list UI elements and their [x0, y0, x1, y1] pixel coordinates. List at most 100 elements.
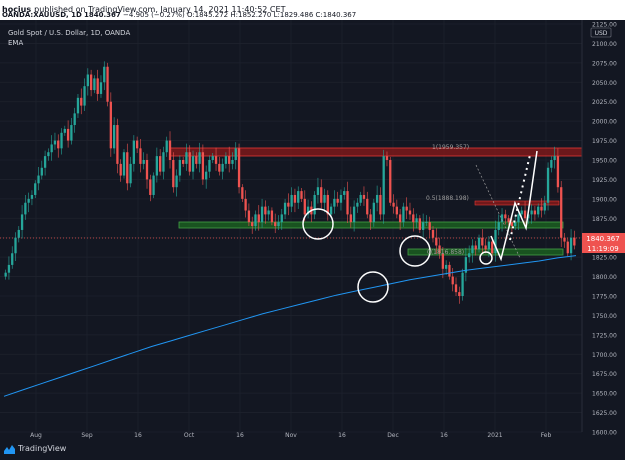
candle-body [346, 191, 349, 215]
candle-body [451, 276, 454, 285]
highlight-circle-3[interactable] [357, 271, 389, 303]
candle-body [385, 156, 389, 160]
candle-body [142, 160, 145, 164]
candle-body [50, 144, 53, 153]
time-tick-label: 16 [134, 432, 142, 439]
candle-body [405, 206, 408, 211]
candle-body [553, 156, 556, 160]
candle-body [329, 206, 333, 215]
candle-body [66, 128, 70, 141]
candle-body [198, 152, 201, 164]
candle-body [471, 245, 474, 254]
price-axis[interactable]: 1600.00 1625.00 1650.00 1675.00 1700.00 1725.… [592, 22, 617, 437]
candle-body [461, 272, 464, 296]
candle-body [448, 264, 451, 277]
currency-label: USD [595, 30, 608, 37]
highlight-circle-4[interactable] [479, 251, 493, 265]
candle-body [237, 148, 241, 188]
candle-body [17, 229, 20, 238]
candle-body [70, 125, 73, 141]
candle-body [158, 156, 162, 172]
candle-body [454, 284, 458, 293]
candle-body [369, 214, 372, 223]
candle-body [497, 222, 500, 230]
candle-body [103, 66, 106, 83]
resistance-zone[interactable] [169, 147, 583, 157]
candle-body [283, 202, 287, 215]
candle-body [412, 214, 415, 223]
candle-body [195, 156, 198, 164]
projection-path[interactable] [490, 150, 538, 262]
time-tick-label: Sep [81, 432, 93, 439]
candle-body [178, 160, 182, 176]
candle-body [464, 257, 468, 273]
candle-body [234, 148, 237, 160]
candle-body [168, 140, 172, 160]
candle-body [274, 222, 277, 227]
candle-body [468, 253, 471, 258]
candle-body [303, 198, 306, 215]
candle-body [520, 210, 523, 215]
candle-body [514, 222, 517, 227]
candle-body [162, 152, 165, 172]
author-name[interactable]: hocius [2, 5, 32, 14]
price-tick-label: 1975.00 [592, 138, 617, 145]
legend-indicator: EMA [8, 39, 24, 47]
highlight-circle-2[interactable] [399, 235, 431, 267]
time-axis[interactable]: Aug Sep 16 Oct 16 Nov 16 Dec 16 2021 Feb [30, 432, 551, 439]
chart-legend[interactable]: Gold Spot / U.S. Dollar, 1D, OANDA EMA [8, 28, 130, 48]
candle-body [418, 218, 422, 230]
candle-body [389, 160, 392, 203]
candle-body [566, 241, 569, 254]
publish-info: published on TradingView.com, January 14… [34, 5, 286, 14]
candle-body [320, 187, 323, 203]
candle-body [86, 74, 89, 87]
time-tick-label: Feb [541, 432, 552, 439]
candle-body [441, 253, 445, 269]
price-tick-label: 2050.00 [592, 80, 617, 87]
gridlines [0, 20, 582, 433]
highlight-circle-1[interactable] [302, 208, 334, 240]
candle-body [415, 218, 418, 223]
candle-body [507, 218, 510, 223]
candle-body [30, 194, 34, 199]
candle-body [356, 202, 359, 207]
candle-body [500, 214, 504, 223]
price-tick-label: 1800.00 [592, 274, 617, 281]
currency-badge[interactable] [590, 27, 612, 38]
candle-body [185, 152, 188, 164]
candle-body [116, 125, 119, 164]
price-tag [582, 233, 625, 243]
candle-body [326, 194, 329, 215]
candle-body [277, 222, 280, 227]
candle-body [280, 214, 283, 223]
projection-dotted-path[interactable] [509, 154, 531, 241]
low-value: 1829.486 [279, 11, 314, 19]
price-tick-label: 1950.00 [592, 158, 617, 165]
open-value: 1845.272 [194, 11, 229, 19]
candle-body [270, 210, 274, 223]
candle-body [336, 198, 339, 203]
price-tick-label: 1600.00 [592, 430, 617, 437]
candle-body [300, 191, 303, 199]
candle-body [523, 210, 527, 219]
ohlc-bar: OANDA:XAUUSD, 1D 1840.367 −4.905 (−0.27%… [0, 10, 625, 20]
price-tick-label: 1625.00 [592, 410, 617, 417]
price-chart[interactable]: 1(1959.357) 0.5(1888.198) 0(1816.858) 16… [0, 20, 625, 440]
price-tick-label: 1750.00 [592, 313, 617, 320]
candle-body [241, 187, 244, 199]
close-key: C: [315, 11, 323, 19]
fib-top-label: 1(1959.357) [432, 144, 469, 151]
fib-mid-zone[interactable] [474, 200, 560, 206]
candles [4, 61, 576, 304]
candle-body [191, 156, 195, 172]
price-tick-label: 1675.00 [592, 371, 617, 378]
tradingview-logo-icon[interactable] [4, 445, 16, 454]
candle-body [37, 175, 40, 184]
time-tick-label: 2021 [487, 432, 502, 439]
fib-low-label: 0(1816.858) [427, 249, 464, 256]
brand-label[interactable]: TradingView [18, 444, 67, 453]
candle-body [188, 152, 191, 172]
candle-body [293, 194, 297, 203]
price-tick-label: 2000.00 [592, 119, 617, 126]
